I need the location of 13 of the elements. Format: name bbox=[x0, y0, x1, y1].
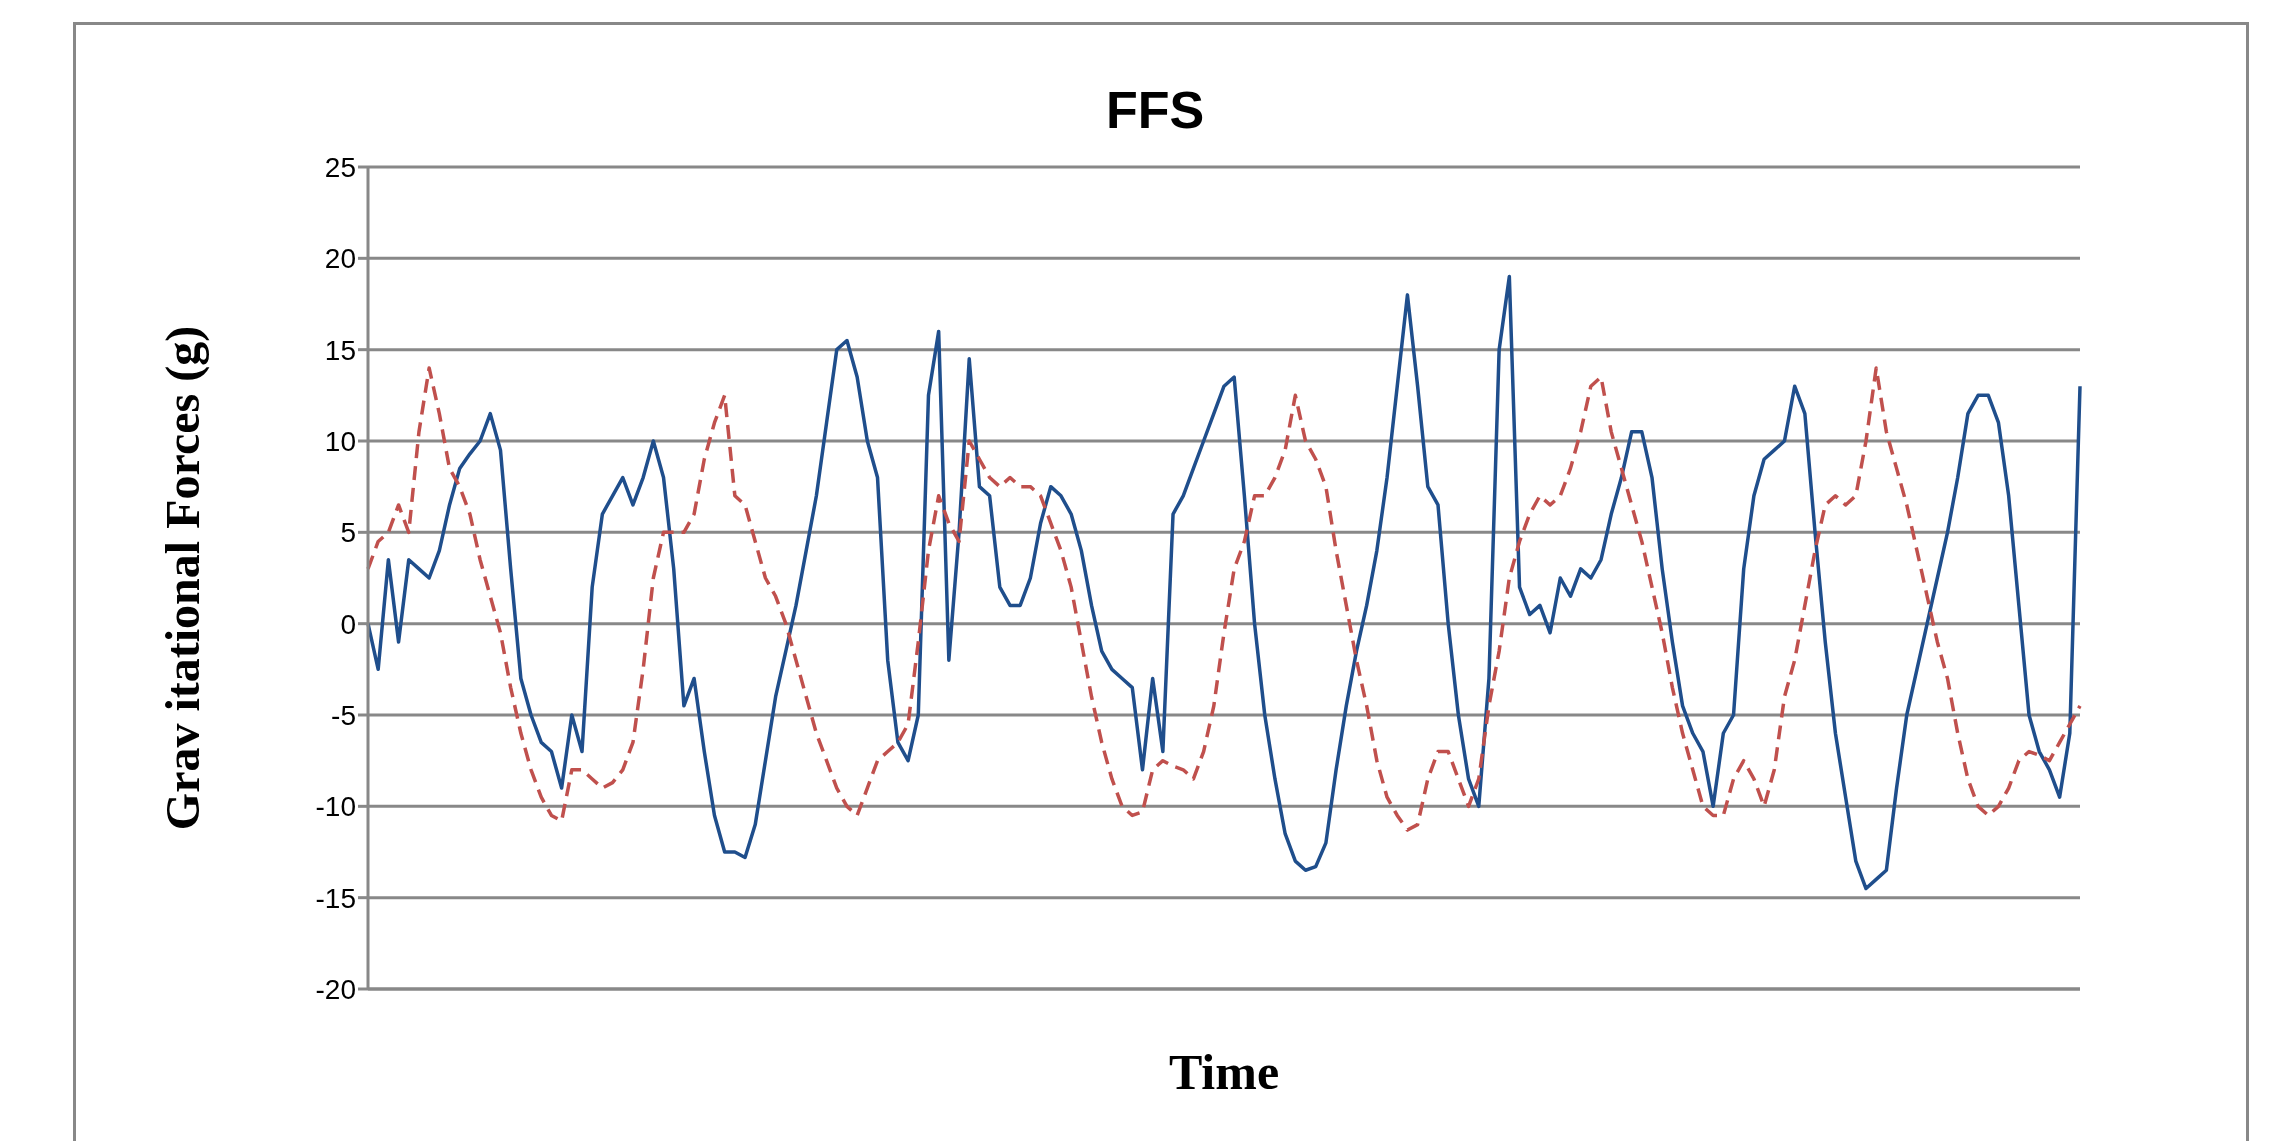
y-tick-label: 0 bbox=[340, 608, 356, 640]
x-axis-title: Time bbox=[1167, 1043, 1281, 1101]
y-axis-title: Grav itational Forces (g) bbox=[154, 325, 210, 831]
y-tick-label: -15 bbox=[315, 882, 356, 914]
y-tick-label: 25 bbox=[324, 151, 356, 183]
y-tick-label: 5 bbox=[340, 517, 356, 549]
y-tick-label: 20 bbox=[324, 243, 356, 275]
y-tick-label: -5 bbox=[331, 699, 356, 731]
y-tick-label: 10 bbox=[324, 425, 356, 457]
y-tick-label: -20 bbox=[315, 973, 356, 1005]
y-tick-label: 15 bbox=[324, 334, 356, 366]
y-tick-label: -10 bbox=[315, 791, 356, 823]
chart-title: FFS bbox=[1104, 80, 1206, 140]
